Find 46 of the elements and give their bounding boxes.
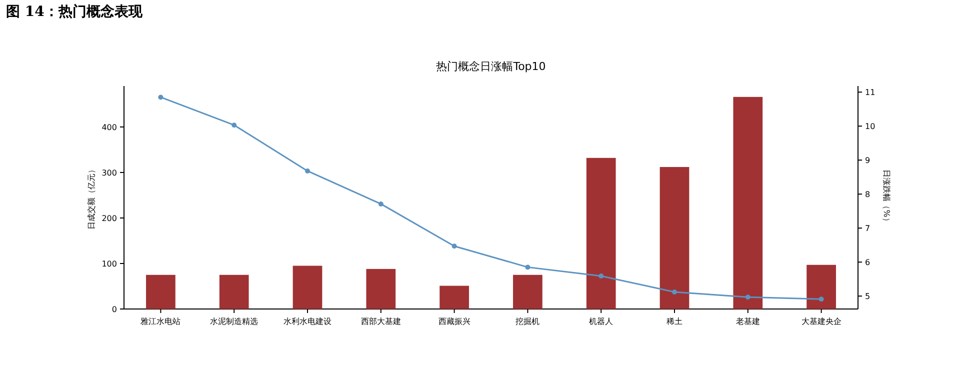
y2-tick-label: 8	[865, 190, 870, 200]
point	[745, 294, 750, 300]
point	[232, 122, 237, 128]
y2-tick-label: 6	[865, 258, 870, 268]
caption: 图 14：热门概念表现	[6, 3, 144, 20]
point	[305, 168, 310, 174]
bar	[366, 268, 396, 309]
x-tick-label: 大基建央企	[801, 317, 842, 326]
y2-tick-label: 9	[865, 156, 870, 166]
point	[818, 296, 824, 302]
x-tick-label: 老基建	[736, 317, 760, 326]
x-tick-label: 雅江水电站	[140, 317, 181, 326]
x-tick-label: 西部大基建	[360, 317, 401, 326]
y2-tick-label: 5	[865, 292, 870, 302]
y2-axis-title: 日涨跌幅（%）	[882, 170, 891, 226]
bar	[586, 158, 616, 309]
x-tick-label: 稀土	[666, 317, 682, 326]
bar	[219, 274, 249, 309]
bar	[292, 266, 322, 309]
bar	[806, 264, 836, 309]
bar	[146, 274, 176, 309]
x-tick-label: 西藏振兴	[438, 317, 470, 326]
point	[598, 274, 604, 279]
chart-title: 热门概念日涨幅Top10	[436, 60, 546, 73]
y-tick-label: 300	[102, 168, 117, 178]
y2-tick-label: 7	[865, 224, 870, 234]
bar	[440, 286, 469, 309]
x-tick-label: 水泥制造精选	[210, 317, 258, 326]
x-tick-label: 挖掘机	[516, 317, 540, 326]
y-tick-label: 0	[112, 305, 117, 314]
y2-tick-label: 11	[865, 88, 876, 98]
y-tick-label: 100	[102, 259, 117, 268]
point	[158, 94, 164, 100]
y-tick-label: 200	[102, 214, 117, 223]
point	[672, 290, 677, 295]
point	[378, 201, 384, 206]
x-tick-label: 水利水电建设	[284, 317, 332, 326]
x-tick-label: 机器人	[589, 317, 614, 326]
bar	[660, 167, 690, 309]
bar	[733, 96, 763, 309]
bar	[513, 274, 542, 309]
point	[525, 264, 530, 270]
y-tick-label: 400	[102, 122, 117, 132]
y2-tick-label: 10	[865, 122, 876, 132]
point	[452, 244, 457, 249]
y-axis-title: 日成交额（亿元）	[87, 166, 96, 230]
